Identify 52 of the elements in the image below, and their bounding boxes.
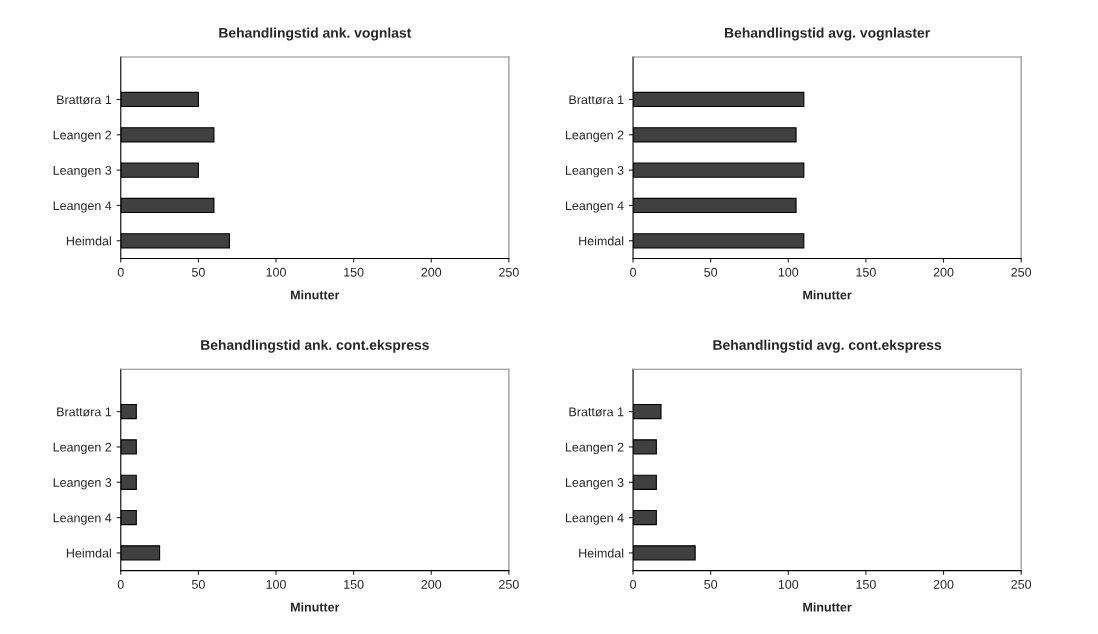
y-tick-label: Leangen 2 bbox=[53, 130, 112, 142]
chart-title: Behandlingstid avg. cont.ekspress bbox=[713, 339, 942, 353]
x-tick-label: 150 bbox=[344, 579, 364, 589]
x-tick-label: 250 bbox=[1011, 579, 1032, 589]
y-tick-label: Leangen 2 bbox=[565, 130, 624, 142]
y-tick-label: Brattøra 1 bbox=[57, 95, 112, 105]
y-tick-label: Leangen 4 bbox=[53, 513, 112, 525]
x-tick-label: 0 bbox=[117, 579, 124, 589]
y-tick-label: Leangen 2 bbox=[53, 442, 112, 455]
x-tick-label: 200 bbox=[421, 579, 442, 589]
y-tick-label: Leangen 4 bbox=[565, 201, 624, 213]
x-tick-label: 200 bbox=[933, 579, 954, 589]
x-tick-label: 150 bbox=[856, 267, 876, 277]
y-tick-label: Heimdal bbox=[66, 548, 111, 558]
y-tick-label: Brattøra 1 bbox=[569, 95, 624, 105]
x-tick-label: 0 bbox=[117, 267, 124, 277]
y-tick-label: Leangen 3 bbox=[53, 165, 112, 178]
x-tick-label: 150 bbox=[856, 579, 876, 589]
x-tick-label: 200 bbox=[421, 267, 442, 277]
x-axis-title: Minutter bbox=[291, 290, 340, 300]
y-tick-label: Heimdal bbox=[579, 548, 624, 558]
x-tick-label: 50 bbox=[704, 267, 718, 277]
y-tick-label: Leangen 3 bbox=[53, 478, 112, 490]
chart-title: Behandlingstid ank. vognlast bbox=[219, 27, 412, 41]
x-tick-label: 100 bbox=[778, 579, 799, 589]
x-tick-label: 250 bbox=[499, 579, 519, 589]
x-tick-label: 100 bbox=[266, 579, 286, 589]
x-tick-label: 50 bbox=[704, 579, 718, 589]
x-tick-label: 100 bbox=[266, 267, 286, 277]
y-tick-label: Heimdal bbox=[66, 236, 111, 246]
y-tick-label: Leangen 3 bbox=[565, 165, 624, 178]
x-axis-title: Minutter bbox=[803, 602, 852, 612]
x-tick-label: 250 bbox=[1011, 267, 1032, 277]
x-tick-label: 100 bbox=[778, 267, 799, 277]
y-tick-label: Heimdal bbox=[579, 236, 624, 246]
y-tick-label: Leangen 4 bbox=[565, 513, 624, 525]
y-tick-label: Leangen 3 bbox=[565, 478, 624, 490]
y-tick-label: Brattøra 1 bbox=[569, 407, 624, 417]
x-tick-label: 200 bbox=[933, 267, 954, 277]
x-tick-label: 50 bbox=[191, 267, 205, 277]
x-axis-title: Minutter bbox=[803, 290, 852, 300]
chart-title: Behandlingstid avg. vognlaster bbox=[725, 27, 930, 41]
y-tick-label: Brattøra 1 bbox=[57, 407, 112, 417]
x-tick-label: 0 bbox=[630, 267, 637, 277]
y-tick-label: Leangen 4 bbox=[53, 201, 112, 213]
x-tick-label: 150 bbox=[344, 267, 364, 277]
y-tick-label: Leangen 2 bbox=[565, 442, 624, 455]
x-axis-title: Minutter bbox=[291, 602, 340, 612]
x-tick-label: 50 bbox=[191, 579, 205, 589]
chart-title: Behandlingstid ank. cont.ekspress bbox=[201, 339, 429, 353]
x-tick-label: 250 bbox=[499, 267, 519, 277]
x-tick-label: 0 bbox=[630, 579, 637, 589]
